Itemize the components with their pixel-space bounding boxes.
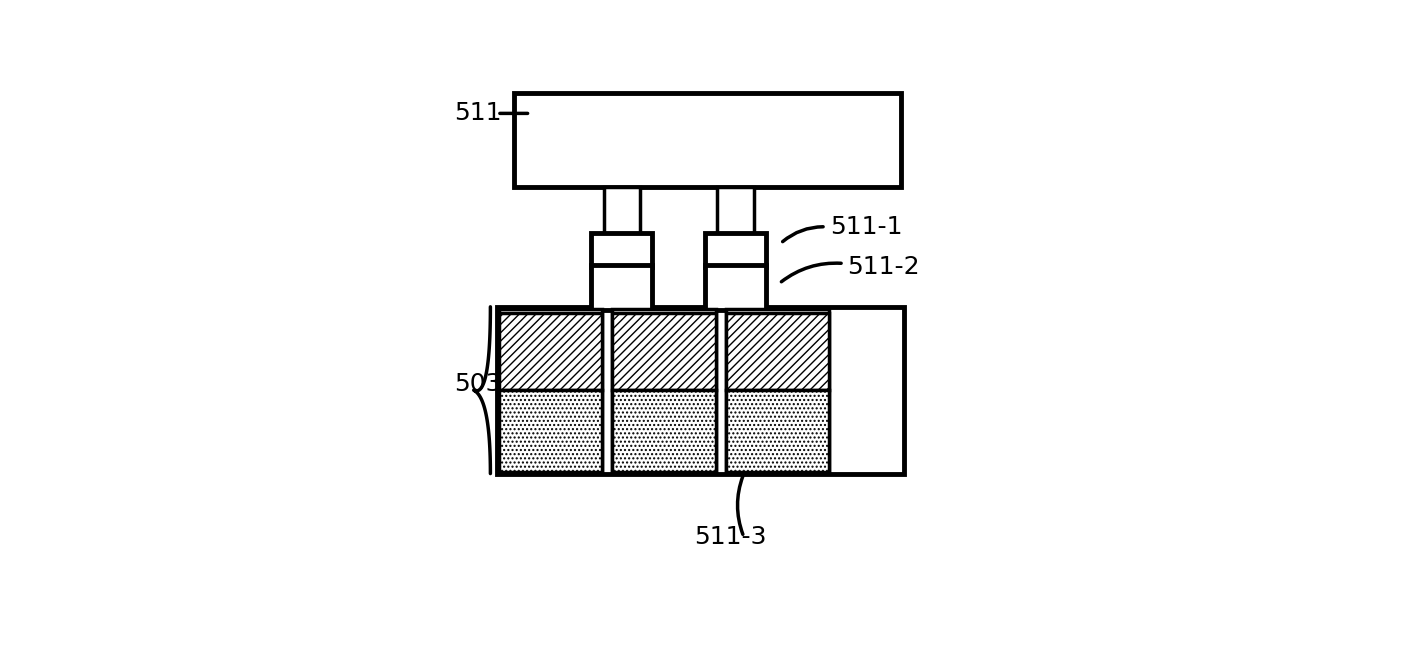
FancyBboxPatch shape — [726, 309, 829, 472]
FancyBboxPatch shape — [726, 390, 829, 472]
FancyBboxPatch shape — [717, 187, 754, 300]
FancyBboxPatch shape — [499, 390, 602, 472]
Text: 511-1: 511-1 — [831, 215, 904, 239]
FancyBboxPatch shape — [612, 309, 716, 472]
Text: 511-2: 511-2 — [848, 255, 920, 279]
FancyBboxPatch shape — [497, 307, 904, 474]
FancyBboxPatch shape — [499, 313, 602, 390]
FancyBboxPatch shape — [591, 233, 653, 267]
FancyBboxPatch shape — [612, 313, 716, 390]
FancyBboxPatch shape — [514, 93, 901, 187]
Text: 511-3: 511-3 — [693, 525, 766, 549]
Text: 503-1: 503-1 — [454, 372, 527, 396]
FancyBboxPatch shape — [726, 313, 829, 390]
FancyBboxPatch shape — [705, 233, 766, 267]
FancyBboxPatch shape — [612, 390, 716, 472]
FancyBboxPatch shape — [499, 309, 602, 472]
FancyBboxPatch shape — [604, 187, 640, 300]
Text: 511: 511 — [454, 101, 502, 125]
FancyBboxPatch shape — [591, 265, 653, 310]
FancyBboxPatch shape — [705, 265, 766, 310]
